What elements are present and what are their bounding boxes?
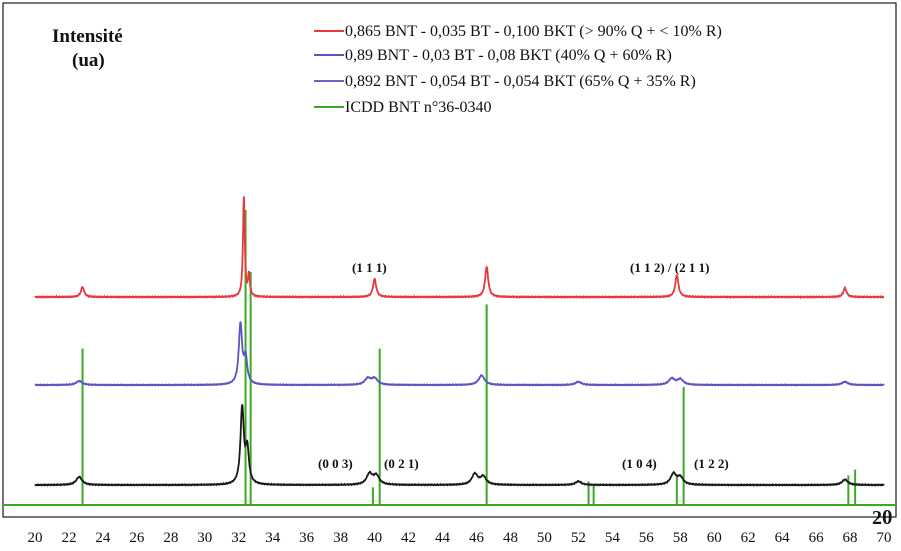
trace-series-2 (34, 404, 885, 487)
x-tick-label-21: 62 (741, 530, 756, 546)
legend-label-1: 0,89 BNT - 0,03 BT - 0,08 BKT (40% Q + 6… (345, 47, 672, 64)
legend: 0,865 BNT - 0,035 BT - 0,100 BKT (> 90% … (314, 23, 722, 116)
x-tick-label-13: 46 (469, 530, 485, 546)
annotation-122: (1 2 2) (694, 456, 729, 471)
trace-series-1 (34, 321, 885, 387)
x-tick-label-9: 38 (333, 530, 348, 546)
x-tick-label-6: 32 (231, 530, 246, 546)
trace-series-0 (34, 196, 885, 300)
x-tick-label-11: 42 (401, 530, 416, 546)
x-tick-label-23: 66 (809, 530, 825, 546)
annotation-111: (1 1 1) (352, 260, 387, 275)
x-tick-label-4: 28 (163, 530, 178, 546)
x-tick-label-7: 34 (265, 530, 281, 546)
legend-label-3: ICDD BNT n°36-0340 (345, 99, 492, 116)
x-tick-label-12: 44 (435, 530, 451, 546)
x-tick-label-19: 58 (673, 530, 688, 546)
x-tick-label-15: 50 (537, 530, 552, 546)
x-tick-label-20: 60 (707, 530, 722, 546)
x-tick-label-0: 20 (28, 530, 43, 546)
x-axis-label: 2θ (872, 507, 892, 529)
x-tick-label-10: 40 (367, 530, 382, 546)
plot-frame (2, 2, 897, 518)
x-tick-label-5: 30 (197, 530, 212, 546)
diffraction-traces (34, 196, 885, 487)
ylabel-line-1: Intensité (52, 26, 123, 47)
ylabel-line-2: (ua) (72, 50, 105, 71)
x-tick-label-18: 56 (639, 530, 655, 546)
x-tick-label-25: 70 (877, 530, 892, 546)
x-tick-label-8: 36 (299, 530, 315, 546)
legend-label-2: 0,892 BNT - 0,054 BT - 0,054 BKT (65% Q … (345, 73, 696, 90)
annotations: (1 1 1) (1 1 2) / (2 1 1) (0 0 3) (0 2 1… (318, 260, 729, 471)
legend-label-0: 0,865 BNT - 0,035 BT - 0,100 BKT (> 90% … (345, 23, 722, 40)
annotation-003: (0 0 3) (318, 456, 353, 471)
annotation-104: (1 0 4) (622, 456, 657, 471)
x-tick-label-1: 22 (61, 530, 76, 546)
annotation-112-211: (1 1 2) / (2 1 1) (630, 260, 709, 275)
x-tick-label-24: 68 (843, 530, 858, 546)
x-tick-label-17: 54 (605, 530, 621, 546)
x-axis-ticks: 20 22 24 26 28 30 32 34 36 38 40 42 44 46 48 50 52 54 56 58… (28, 530, 892, 546)
x-tick-label-22: 64 (775, 530, 791, 546)
x-tick-label-2: 24 (95, 530, 111, 546)
x-tick-label-14: 48 (503, 530, 518, 546)
x-tick-label-3: 26 (129, 530, 145, 546)
x-tick-label-16: 52 (571, 530, 586, 546)
annotation-021: (0 2 1) (384, 456, 419, 471)
